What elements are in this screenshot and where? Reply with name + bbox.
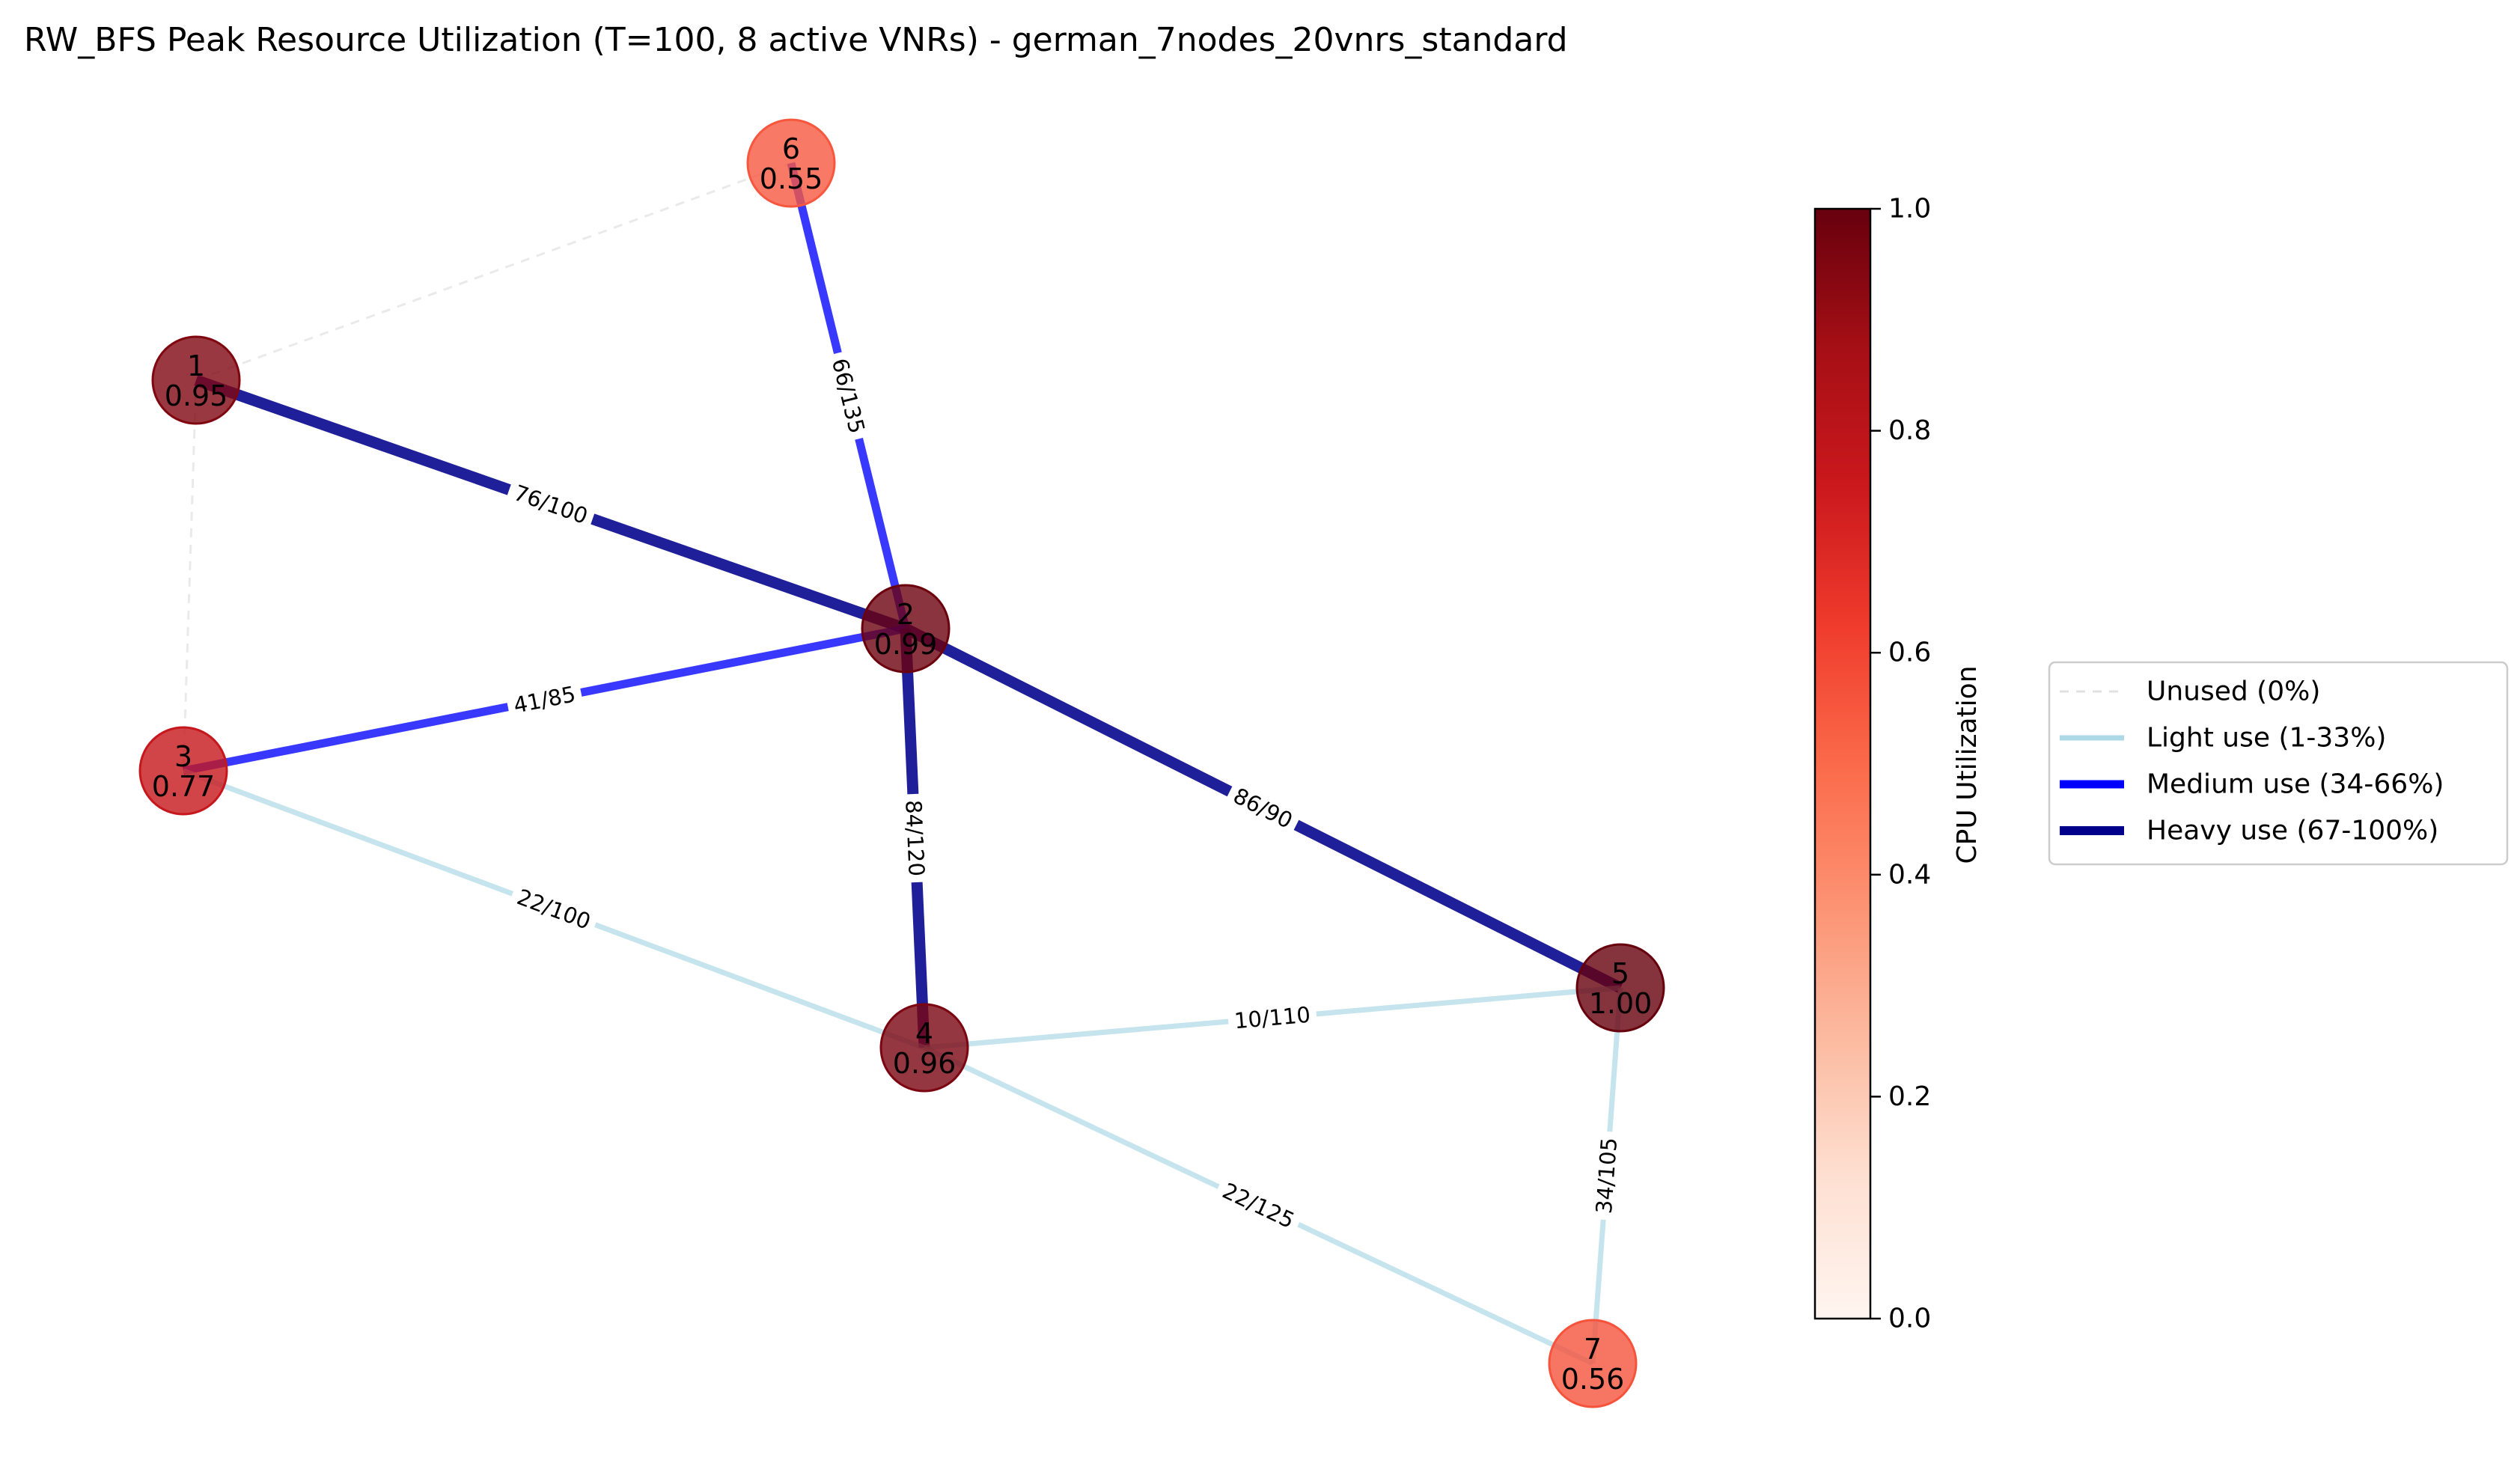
node-circle: [151, 335, 241, 425]
node-id: 3: [174, 740, 192, 773]
edge-1-3: [182, 379, 198, 772]
colorbar-tick-label: 1.0: [1888, 194, 1931, 225]
colorbar: 0.0 0.2 0.4 0.6 0.8 1.0 CPU Utilization: [1813, 194, 1983, 1334]
node-circle: [1548, 1319, 1638, 1408]
edge-label-1-2: 76/100: [504, 476, 597, 533]
node-id: 1: [187, 349, 205, 382]
legend-label-medium: Medium use (34-66%): [2147, 769, 2444, 800]
node-utilization: 0.77: [152, 770, 216, 803]
colorbar-tick-label: 0.2: [1888, 1081, 1931, 1112]
legend-label-light: Light use (1-33%): [2147, 723, 2386, 754]
node-utilization: 1.00: [1589, 987, 1653, 1020]
edge-label-4-5: 10/110: [1227, 1000, 1318, 1036]
node-utilization: 0.96: [893, 1047, 957, 1080]
edge-label-bg: [504, 476, 597, 533]
edge-label-bg: [1212, 1173, 1305, 1238]
edge-label-text: 84/120: [900, 799, 930, 876]
node-id: 7: [1584, 1333, 1602, 1366]
chart-title: RW_BFS Peak Resource Utilization (T=100,…: [24, 21, 1568, 59]
edge-label-text: 66/135: [827, 355, 870, 436]
edge-label-bg: [1223, 778, 1303, 838]
edge-label-4-7: 22/125: [1212, 1173, 1305, 1238]
colorbar-label: CPU Utilization: [1952, 665, 1983, 864]
legend-items: Unused (0%) Light use (1-33%) Medium use (…: [2060, 677, 2444, 846]
node-1: 10.95: [151, 335, 241, 425]
edge-label-2-4: 84/120: [898, 793, 932, 883]
edge-1-6: [195, 162, 792, 382]
colorbar-tick-label: 0.4: [1888, 859, 1931, 890]
node-id: 2: [897, 598, 915, 631]
edge-label-bg: [1589, 1130, 1624, 1221]
edge-label-text: 86/90: [1230, 783, 1297, 834]
edge-label-bg: [898, 793, 932, 883]
edge-label-bg: [1227, 1000, 1318, 1036]
node-circle: [1575, 943, 1665, 1033]
colorbar-ticks: 0.0 0.2 0.4 0.6 0.8 1.0: [1870, 194, 1931, 1334]
edge-label-5-7: 34/105: [1589, 1130, 1624, 1221]
edge-label-bg: [823, 349, 873, 442]
edge-label-bg: [507, 880, 600, 938]
node-id: 4: [915, 1017, 933, 1050]
legend-label-unused: Unused (0%): [2147, 677, 2320, 707]
edge-label-text: 76/100: [510, 480, 591, 529]
legend-label-heavy: Heavy use (67-100%): [2147, 816, 2438, 846]
node-utilization: 0.56: [1561, 1363, 1625, 1396]
node-7: 70.56: [1548, 1319, 1638, 1408]
legend: Unused (0%) Light use (1-33%) Medium use (…: [2048, 661, 2509, 866]
edge-label-bg: [504, 678, 585, 721]
colorbar-tick-label: 0.0: [1888, 1304, 1931, 1334]
node-5: 51.00: [1575, 943, 1665, 1033]
node-utilization: 0.95: [165, 379, 228, 412]
node-4: 40.96: [879, 1003, 969, 1093]
node-2: 20.99: [861, 584, 951, 674]
edge-label-6-2: 66/135: [823, 349, 873, 442]
edge-label-text: 34/105: [1591, 1137, 1622, 1215]
legend-box: [2048, 661, 2509, 866]
nodes-layer: 10.95 20.99 30.77 40.96 51.00 60.55 70.56: [138, 118, 1665, 1408]
node-circle: [879, 1003, 969, 1093]
node-6: 60.55: [746, 118, 836, 208]
edge-label-3-2: 41/85: [504, 678, 585, 721]
colorbar-tick-label: 0.8: [1888, 415, 1931, 446]
node-circle: [138, 726, 228, 816]
edge-label-3-4: 22/100: [507, 880, 600, 938]
edge-label-2-5: 86/90: [1223, 778, 1303, 838]
node-id: 6: [782, 132, 800, 165]
edge-labels-layer: 66/135 76/100 41/85 84/120 86/90 22/100 10/110…: [504, 349, 1624, 1238]
node-utilization: 0.55: [760, 162, 823, 195]
node-id: 5: [1611, 957, 1629, 990]
node-utilization: 0.99: [874, 628, 938, 661]
edge-label-text: 22/125: [1218, 1178, 1299, 1233]
colorbar-gradient: [1813, 207, 1872, 1320]
edge-label-text: 22/100: [513, 884, 594, 935]
node-circle: [746, 118, 836, 208]
edges-layer: [182, 162, 1623, 1366]
colorbar-tick-label: 0.6: [1888, 638, 1931, 668]
node-3: 30.77: [138, 726, 228, 816]
node-circle: [861, 584, 951, 674]
